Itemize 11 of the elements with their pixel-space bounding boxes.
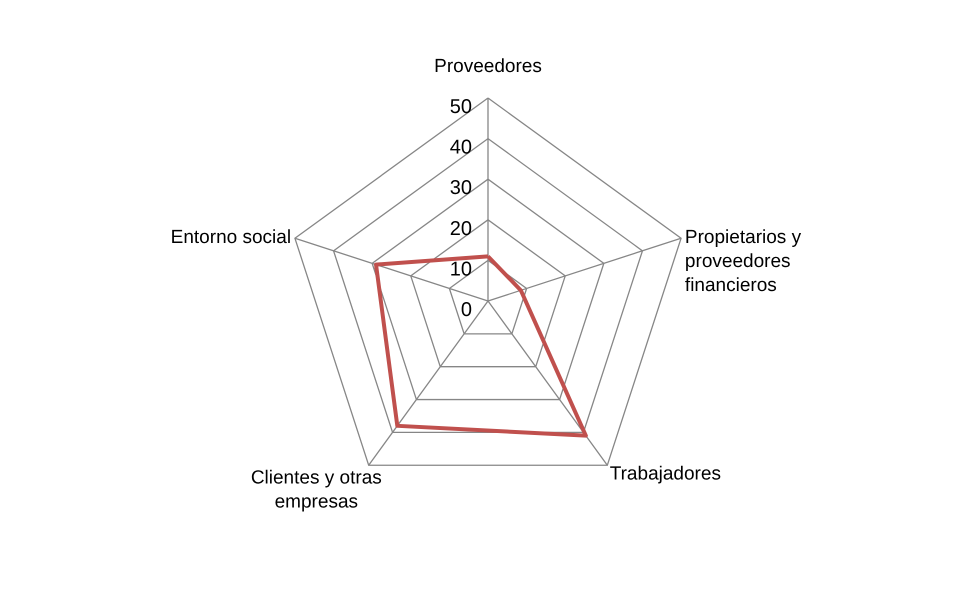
y-tick-label: 10 xyxy=(450,258,472,280)
y-tick-label: 40 xyxy=(450,136,472,159)
spoke-label: Trabajadores xyxy=(610,464,721,485)
y-tick-label: 20 xyxy=(450,218,472,240)
spoke-label: Clientes y otras empresas xyxy=(250,468,382,513)
spoke-label: Proveedores xyxy=(434,56,542,77)
spoke-label: Propietarios y proveedores financieros xyxy=(684,227,802,296)
y-tick-label: 30 xyxy=(450,177,472,200)
spoke-label: Entorno social xyxy=(170,227,292,248)
y-tick-label: 50 xyxy=(450,96,472,118)
y-tick-label: 0 xyxy=(460,299,472,321)
